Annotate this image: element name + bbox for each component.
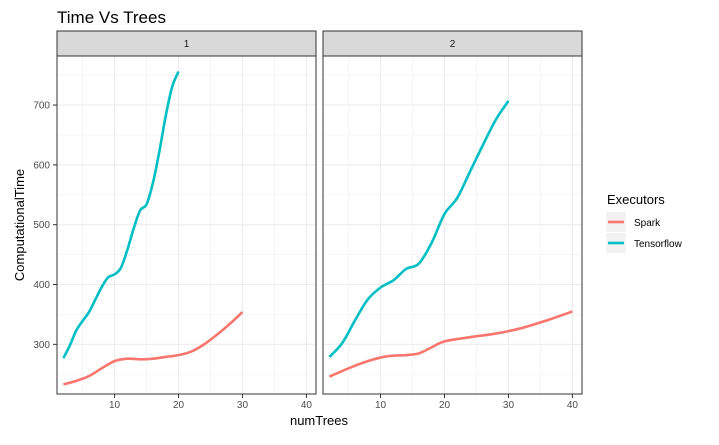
panel-1: 1 (56, 30, 317, 395)
x-tick-label: 20 (439, 400, 451, 411)
axis-layer: 10 20 30 40 10 20 30 40 300 400 500 600 700 (33, 101, 578, 411)
facet-strip-1 (56, 30, 317, 57)
series-line-spark (63, 311, 244, 386)
y-tick-label: 300 (33, 340, 50, 351)
y-tick-label: 400 (33, 280, 50, 291)
y-tick-label: 700 (33, 101, 50, 112)
legend-keys: Spark Tensorflow (606, 212, 683, 253)
series-line-tensorflow (328, 100, 510, 358)
y-tick-label: 600 (33, 160, 50, 171)
legend-title: Executors (607, 192, 665, 207)
x-tick-label: 10 (109, 400, 121, 411)
chart-title: Time Vs Trees (57, 8, 166, 27)
x-tick-label: 40 (301, 400, 313, 411)
series-lines (328, 100, 573, 378)
legend: Executors Spark Tensorflow (606, 192, 683, 253)
panel-border (322, 55, 583, 395)
y-tick-label: 500 (33, 220, 50, 231)
series-lines (62, 71, 244, 386)
x-tick-label: 10 (375, 400, 387, 411)
x-axis-title: numTrees (290, 413, 349, 428)
series-line-tensorflow (62, 71, 180, 359)
x-tick-label: 40 (567, 400, 579, 411)
facet-strip-label: 1 (184, 39, 190, 50)
x-tick-label: 20 (173, 400, 185, 411)
gridlines (323, 56, 582, 394)
x-tick-label: 30 (237, 400, 249, 411)
legend-label: Spark (634, 218, 661, 229)
gridlines (57, 56, 316, 394)
legend-label: Tensorflow (634, 239, 683, 250)
series-line-spark (328, 310, 573, 378)
panel-2: 2 (322, 30, 583, 395)
y-axis-title: ComputationalTime (12, 169, 27, 281)
facet-strip-2 (322, 30, 583, 57)
facet-strip-label: 2 (450, 39, 456, 50)
x-tick-label: 30 (503, 400, 515, 411)
